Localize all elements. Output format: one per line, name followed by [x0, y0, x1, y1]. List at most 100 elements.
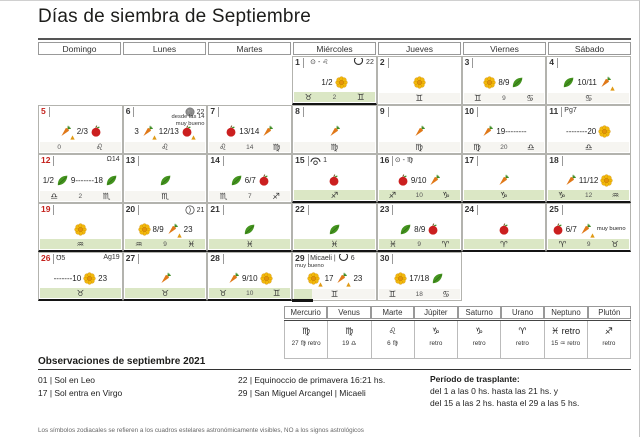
day-sowing-row	[464, 172, 545, 188]
flower-icon	[83, 271, 96, 285]
leaf-icon	[105, 174, 118, 187]
planet-sign: ♓ retro	[551, 326, 581, 336]
zodiac-sign: ♒	[611, 190, 620, 200]
day-sowing-row: 9/10	[209, 270, 290, 286]
carrot-icon	[335, 272, 348, 285]
planets-header-rule	[284, 320, 631, 321]
zodiac-disclaimer: Los símbolos zodiacales se refieren a lo…	[38, 427, 364, 434]
carrot-icon	[166, 223, 179, 236]
calendar-text: 1/2	[42, 175, 54, 185]
day-number: 17	[465, 156, 479, 166]
zodiac-band: ♓	[209, 239, 291, 249]
planet-cell-7: ♓ retro 15 ♒ retro	[545, 321, 588, 358]
planet-header-8: Plutón	[587, 306, 631, 319]
zodiac-change-hour: 20	[500, 143, 508, 151]
zodiac-sign: ♉	[219, 288, 227, 298]
carrot-icon	[141, 125, 154, 138]
zodiac-sign: ♑	[442, 190, 450, 200]
zodiac-sign: ♈	[558, 239, 567, 249]
day-cell-8: 8 ♍	[292, 105, 377, 154]
day-cell-17: 17 ♑	[461, 154, 547, 203]
day-cell-25: 25 6/7 muy bueno ♈ 9 ♉	[546, 203, 631, 252]
day-sowing-row	[294, 172, 375, 188]
day-cell-18: 18 11/12 ♑ 12 ♒	[546, 154, 631, 203]
zodiac-band: ♏ 7 ♐	[209, 191, 291, 201]
zodiac-band: ♊ 9 ♋	[463, 93, 545, 103]
day-number: 27	[126, 254, 140, 264]
calendar-text: 2/3	[76, 126, 88, 136]
flower-icon	[137, 222, 151, 236]
day-cell-2: 2 ♊	[376, 56, 462, 105]
planet-sign: ♍	[302, 326, 311, 336]
day-number: 20	[126, 205, 140, 215]
day-cell-21: 21 ♓	[207, 203, 293, 252]
day-sowing-row	[125, 270, 206, 286]
weekday-header-row: Domingo Lunes Martes Miércoles Jueves Viernes…	[38, 42, 631, 55]
calendar-text: 3	[134, 126, 139, 136]
day-annotation-right: Ω14	[107, 156, 120, 163]
day-sowing-row	[379, 74, 460, 90]
day-sowing-row: 17/18	[379, 270, 460, 286]
calendar-text: 22	[196, 108, 205, 116]
zodiac-change-hour: 10	[415, 191, 423, 199]
weekday-header-3: Martes	[208, 42, 291, 55]
zodiac-band: ♑	[463, 190, 545, 200]
zodiac-band: ♊ 18 ♋	[378, 289, 460, 299]
day-number: 11	[549, 107, 563, 117]
observations-list-right: 22 | Equinoccio de primavera 16:21 hs. 29…	[238, 374, 430, 410]
day-cell-9: 9 ♍	[376, 105, 462, 154]
flower-icon	[483, 75, 496, 89]
apple-icon	[225, 125, 237, 137]
day-number: 7	[210, 107, 220, 117]
calendar-text: 9-------18	[70, 175, 103, 185]
day-number: 16	[380, 156, 394, 166]
zodiac-change-hour: 2	[332, 93, 337, 101]
zodiac-sign: ♊	[415, 93, 424, 103]
planet-cell-6: ♈ retro	[501, 321, 545, 358]
moon-lowest-icon	[353, 58, 364, 66]
zodiac-sign: ♉	[611, 239, 619, 249]
carrot-icon	[428, 174, 441, 187]
new-moon-icon	[185, 107, 195, 117]
zodiac-sign: ♑	[500, 190, 508, 200]
warning-triangle-icon	[176, 233, 182, 238]
zodiac-sign: ♊	[473, 93, 482, 103]
planet-sign: ♑	[475, 326, 484, 336]
leaf-icon	[230, 174, 243, 187]
leaf-icon	[328, 223, 341, 236]
zodiac-sign: ♌	[95, 142, 104, 152]
day-number: 29	[295, 254, 309, 264]
weekday-header-2: Lunes	[123, 42, 206, 55]
zodiac-change-hour: 7	[247, 192, 252, 200]
day-cell-15: 15 1 ♐	[292, 154, 377, 203]
apple-icon	[427, 223, 439, 235]
flower-icon	[334, 75, 348, 89]
planet-detail: retro	[472, 340, 486, 347]
day-annotation-right: 22	[185, 107, 205, 117]
planet-sign: ♑	[431, 326, 440, 336]
calendar-text: Ω14	[106, 156, 120, 163]
planet-header-2: Venus	[327, 306, 371, 319]
day-sowing-row: 1/2 9-------18	[40, 172, 121, 188]
zodiac-change-hour: 0	[57, 143, 61, 151]
zodiac-band: ♍	[294, 142, 375, 152]
zodiac-change-hour: 9	[417, 240, 421, 248]
zodiac-change-hour: 14	[246, 143, 254, 151]
observations-section: Observaciones de septiembre 2021 01 | So…	[38, 356, 631, 410]
calendar-text: 23	[183, 224, 193, 234]
calendar-text: 10/11	[577, 77, 597, 87]
day-cell-12: 12 Ω14 1/2 9-------18 ♎ 2 ♏	[38, 154, 123, 203]
day-number: 9	[380, 107, 389, 117]
calendar-text: 13/14	[239, 126, 260, 136]
zodiac-sign: ♈	[441, 239, 450, 249]
zodiac-change-hour: 9	[163, 240, 167, 248]
planet-sign: ♌	[388, 326, 397, 336]
zodiac-sign: ♎	[50, 191, 58, 201]
planet-detail: 27 ♍ retro	[291, 340, 321, 347]
day-number: 21	[210, 205, 224, 215]
day-number: 6	[126, 107, 135, 117]
calendar-text: 6	[350, 254, 355, 262]
flower-icon	[600, 173, 613, 187]
planet-detail: 15 ♒ retro	[551, 340, 581, 347]
warning-triangle-icon	[191, 135, 196, 140]
